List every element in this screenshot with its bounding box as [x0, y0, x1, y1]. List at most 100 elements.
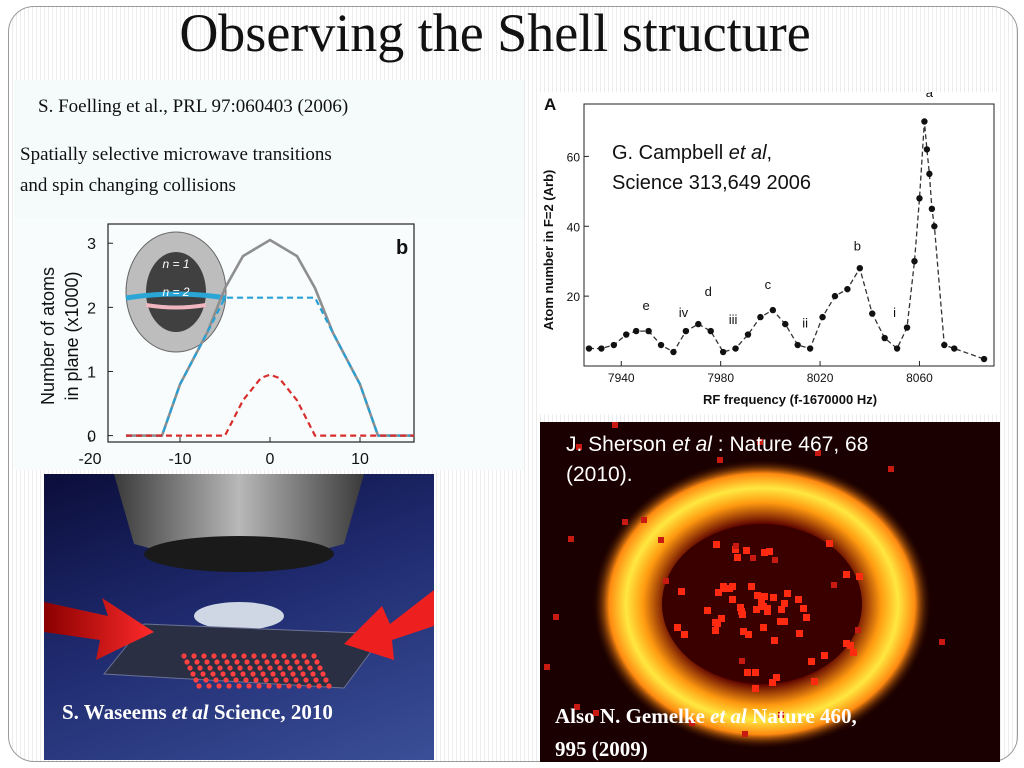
foelling-desc-line1: Spatially selective microwave transition… [20, 144, 332, 165]
foelling-y-tick-label: 3 [87, 236, 96, 253]
lattice-atom [236, 683, 242, 689]
lattice-atom [280, 671, 286, 677]
lattice-atom [233, 677, 239, 683]
foelling-y-tick-label: 2 [87, 300, 96, 317]
ring-atom-dot [826, 540, 833, 547]
campbell-peak-label: ii [802, 316, 808, 331]
foelling-plot-svg: Number of atoms in plane (x1000) 0 1 2 3 -2… [38, 223, 415, 468]
ring-atom-dot [745, 631, 752, 638]
foelling-x-ticks: -20 -10 0 10 [78, 437, 369, 468]
ring-atom-dot [715, 589, 722, 596]
campbell-data-point [806, 345, 814, 352]
lattice-atom [250, 671, 256, 677]
lattice-atom [257, 665, 263, 671]
lattice-atom [316, 683, 322, 689]
foelling-n2-line [126, 373, 414, 437]
campbell-x-tick-label: 7940 [608, 371, 635, 385]
lattice-atom [303, 677, 309, 683]
ring-atom-dot [553, 614, 559, 620]
campbell-data-point [856, 264, 864, 272]
lattice-atom [256, 683, 262, 689]
lattice-atom [306, 683, 312, 689]
campbell-peak-label: c [765, 277, 772, 292]
ring-atom-dot [784, 590, 791, 597]
campbell-y-label: Atom number in F=2 (Arb) [541, 170, 556, 331]
ring-atom-dot [704, 607, 711, 614]
lattice-atom [221, 653, 227, 659]
lattice-atom [270, 671, 276, 677]
ring-atom-dot [739, 658, 745, 664]
ring-atom-dot [712, 627, 719, 634]
sherson-citation: J. Sherson et al : Nature 467, 68 (2010)… [566, 430, 868, 490]
campbell-data-point [980, 355, 988, 363]
foelling-panel-label: b [396, 237, 408, 259]
lattice-atom [293, 677, 299, 683]
ring-atom-dot [568, 536, 574, 542]
lattice-atom [267, 665, 273, 671]
campbell-peak-label: iii [729, 312, 738, 327]
lattice-atom [251, 653, 257, 659]
foelling-citation: S. Foelling et al., PRL 97:060403 (2006) [38, 96, 349, 117]
ring-atom-dot [734, 554, 741, 561]
lattice-atom [203, 677, 209, 683]
lattice-atom [247, 665, 253, 671]
ring-atom-dot [757, 439, 763, 445]
ring-atom-dot [612, 422, 618, 428]
ring-atom-dot [772, 557, 778, 563]
gemelke-citation: Also N. Gemelke et al Nature 460, 995 (2… [555, 700, 857, 766]
ring-svg [544, 422, 945, 749]
microscope-illustration [44, 474, 434, 760]
ring-atom-dot [729, 596, 736, 603]
ring-atom-dot [622, 519, 628, 525]
campbell-data-point [921, 118, 928, 125]
sherson-ring-image [540, 422, 1000, 762]
foelling-lines [126, 238, 414, 437]
ring-atom-dot [717, 457, 723, 463]
campbell-data-point [794, 341, 801, 349]
inset-n1-label: n = 1 [162, 257, 189, 271]
ring-atom-dot [939, 639, 945, 645]
lattice-atom [244, 659, 250, 665]
waseem-citation: S. Waseems et al Science, 2010 [62, 700, 333, 725]
lattice-atom [276, 683, 282, 689]
campbell-y-tick-label: 20 [567, 290, 581, 304]
campbell-data-point [903, 324, 911, 331]
lattice-atom [194, 659, 200, 665]
lattice-atom [201, 653, 207, 659]
ring-atom-dot [718, 615, 725, 622]
lattice-atom [230, 671, 236, 677]
ring-atom-dot [761, 549, 768, 556]
campbell-data-point [682, 327, 690, 335]
lattice-atom [241, 653, 247, 659]
lattice-atom [314, 659, 320, 665]
campbell-x-tick-label: 8020 [807, 371, 834, 385]
ring-atom-dot [771, 637, 778, 644]
ring-atom-dot [815, 450, 821, 456]
campbell-data-point [719, 348, 727, 356]
gemelke-line2: 995 (2009) [555, 737, 648, 761]
lattice-atom [234, 659, 240, 665]
campbell-data-point [769, 306, 777, 314]
campbell-data-point [757, 313, 764, 321]
ring-atom-dot [544, 664, 550, 670]
lattice-atom [243, 677, 249, 683]
campbell-data-point [632, 327, 640, 335]
ring-atom-dot [800, 605, 807, 612]
campbell-data-point [951, 345, 958, 352]
ring-atom-dot [847, 642, 854, 649]
campbell-data-point [707, 327, 714, 335]
lattice-atom [217, 665, 223, 671]
campbell-data-point [869, 310, 876, 317]
ring-atom-dot [752, 669, 759, 676]
lattice-atom [283, 677, 289, 683]
microscope-svg [44, 474, 434, 689]
lattice-atom [294, 659, 300, 665]
lattice-atom [260, 671, 266, 677]
lattice-atom [286, 683, 292, 689]
lattice-atom [266, 683, 272, 689]
ring-atom-dot [888, 466, 894, 472]
lattice-atom [213, 677, 219, 683]
ring-atom-dot [855, 627, 861, 633]
ring-atom-dot [769, 679, 776, 686]
lattice-atom [277, 665, 283, 671]
